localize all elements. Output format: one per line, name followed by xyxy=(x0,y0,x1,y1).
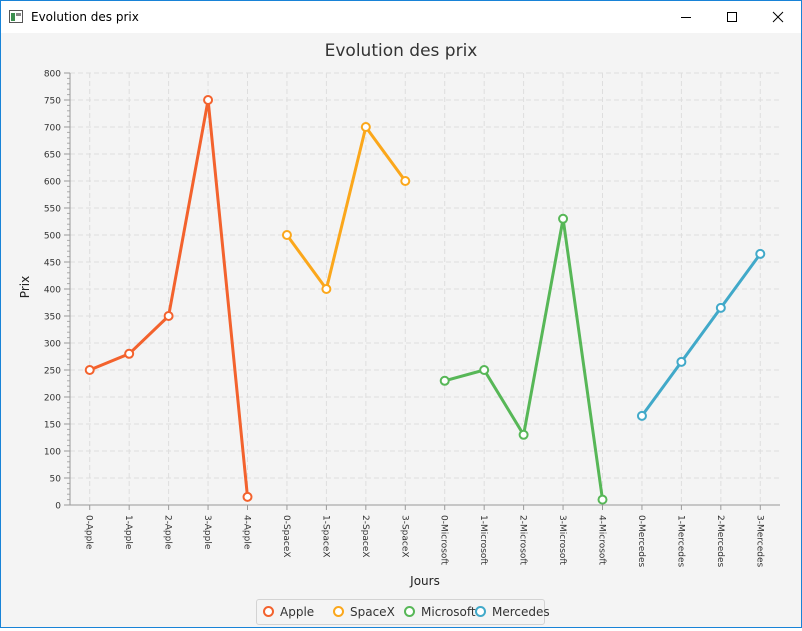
x-tick-label: 2-Apple xyxy=(163,515,173,550)
data-point-spacex xyxy=(281,230,292,240)
data-point-microsoft xyxy=(558,213,569,224)
y-tick-label: 500 xyxy=(44,232,61,242)
y-tick-label: 450 xyxy=(44,259,61,269)
y-tick-label: 800 xyxy=(44,70,61,80)
x-tick-label: 1-Apple xyxy=(123,515,133,550)
minimize-button[interactable] xyxy=(663,1,709,33)
y-tick-label: 300 xyxy=(44,340,61,350)
y-tick-label: 550 xyxy=(44,205,61,215)
x-tick-label: 0-Mercedes xyxy=(636,515,646,568)
data-point-apple xyxy=(124,348,135,359)
legend-item-spacex[interactable]: SpaceX xyxy=(333,605,395,619)
legend-marker-microsoft xyxy=(404,606,415,617)
x-tick-label: 3-Microsoft xyxy=(557,515,567,565)
data-point-apple xyxy=(242,491,253,502)
x-tick-label: 1-Mercedes xyxy=(675,515,685,568)
legend-marker-spacex xyxy=(333,606,344,617)
y-tick-label: 0 xyxy=(55,502,61,512)
x-tick-label: 2-SpaceX xyxy=(360,515,370,558)
data-point-apple xyxy=(203,95,214,105)
x-tick-label: 0-Apple xyxy=(84,515,94,550)
y-tick-label: 700 xyxy=(44,124,61,134)
y-tick-label: 600 xyxy=(44,178,61,188)
legend-item-apple[interactable]: Apple xyxy=(263,605,314,619)
chart-svg: Evolution des prix Prix Jours 0 50 100 150 2… xyxy=(18,41,780,588)
legend-label-microsoft: Microsoft xyxy=(421,605,476,619)
y-axis-label: Prix xyxy=(18,276,32,298)
series-line-spacex xyxy=(285,125,407,291)
x-tick-label: 4-Apple xyxy=(242,515,252,550)
chart-legend: Apple SpaceX Microsoft Mercedes xyxy=(256,599,550,625)
maximize-icon xyxy=(727,12,737,22)
x-tick-label: 2-Mercedes xyxy=(715,515,725,568)
data-point-mercedes xyxy=(755,248,766,259)
data-point-mercedes xyxy=(715,302,726,313)
data-point-apple xyxy=(84,365,95,375)
y-tick-label: 400 xyxy=(44,286,61,296)
legend-item-microsoft[interactable]: Microsoft xyxy=(404,605,476,619)
y-tick-label: 750 xyxy=(44,97,61,107)
data-point-mercedes xyxy=(636,410,647,421)
close-icon xyxy=(772,11,784,23)
x-tick-label: 0-SpaceX xyxy=(281,515,291,558)
x-axis-label: Jours xyxy=(409,574,440,588)
y-tick-label: 650 xyxy=(44,151,61,161)
data-point-apple xyxy=(163,311,174,321)
legend-label-spacex: SpaceX xyxy=(350,605,395,619)
x-tick-label: 4-Microsoft xyxy=(597,515,607,565)
x-tick-label: 2-Microsoft xyxy=(518,515,528,565)
legend-marker-mercedes xyxy=(475,606,486,617)
data-point-microsoft xyxy=(518,429,529,440)
data-point-microsoft xyxy=(479,365,490,375)
y-tick-label: 250 xyxy=(44,367,61,377)
minimize-icon xyxy=(681,17,691,18)
legend-item-mercedes[interactable]: Mercedes xyxy=(475,605,550,619)
legend-marker-apple xyxy=(263,606,274,617)
y-tick-label: 350 xyxy=(44,313,61,323)
legend-label-apple: Apple xyxy=(280,605,315,619)
app-icon xyxy=(9,10,23,23)
data-point-microsoft xyxy=(597,494,608,505)
window-title: Evolution des prix xyxy=(31,10,139,24)
x-tick-label: 3-Mercedes xyxy=(754,515,764,568)
title-bar[interactable]: Evolution des prix xyxy=(1,1,801,33)
x-tick-label: 0-Microsoft xyxy=(439,515,449,565)
data-point-mercedes xyxy=(676,356,687,367)
line-chart: Evolution des prix Prix Jours 0 50 100 150 2… xyxy=(1,33,801,627)
x-tick-label: 3-Apple xyxy=(202,515,212,550)
data-point-spacex xyxy=(321,284,332,294)
x-tick-label: 1-SpaceX xyxy=(320,515,330,558)
y-tick-label: 150 xyxy=(44,421,61,431)
x-tick-label: 1-Microsoft xyxy=(478,515,488,565)
series-line-mercedes xyxy=(640,253,762,417)
legend-label-mercedes: Mercedes xyxy=(492,605,550,619)
chart-title: Evolution des prix xyxy=(325,41,478,61)
data-point-microsoft xyxy=(439,375,450,386)
data-point-spacex xyxy=(400,176,411,186)
y-tick-label: 200 xyxy=(44,394,61,404)
data-point-spacex xyxy=(360,122,371,132)
close-button[interactable] xyxy=(755,1,801,33)
x-tick-label: 3-SpaceX xyxy=(399,515,409,558)
maximize-button[interactable] xyxy=(709,1,755,33)
y-tick-label: 100 xyxy=(44,448,61,458)
y-tick-label: 50 xyxy=(50,475,62,485)
